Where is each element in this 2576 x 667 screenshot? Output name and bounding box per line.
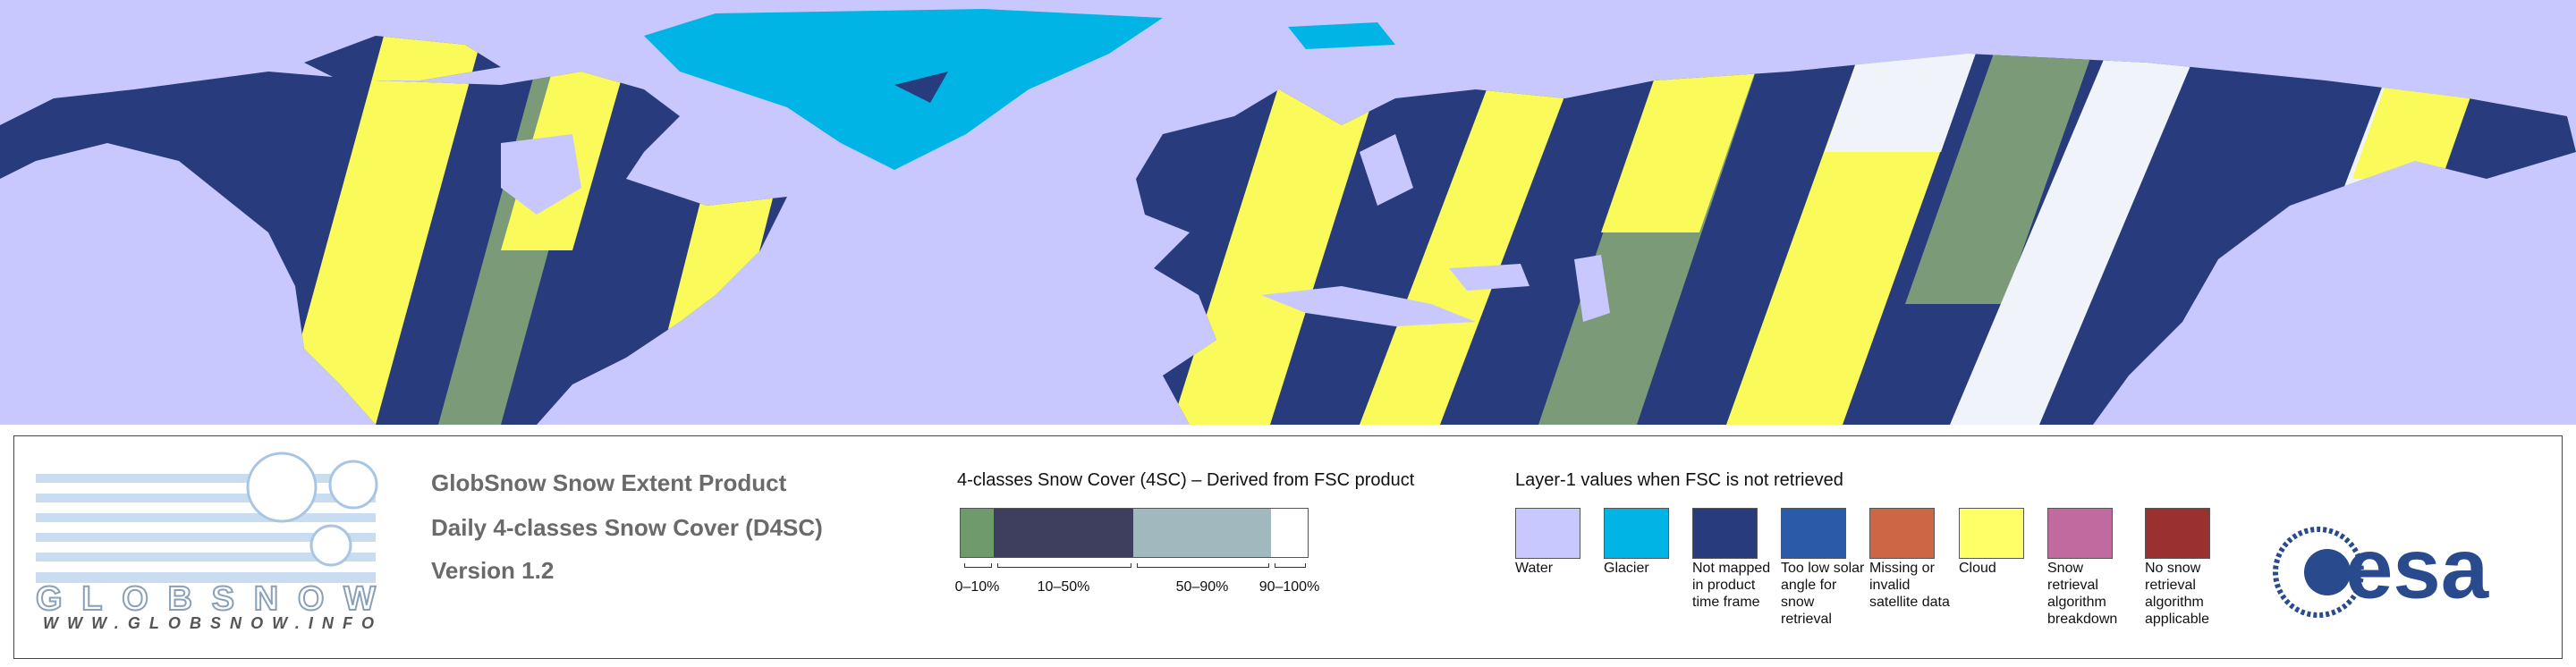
four-class-title: 4-classes Snow Cover (4SC) – Derived fro…	[957, 470, 1415, 490]
logo-brand: GLOBSNOW	[36, 580, 376, 618]
class-bracket	[997, 563, 1131, 568]
layer1-swatch	[1781, 508, 1846, 559]
layer1-label: No snow retrieval algorithm applicable	[2145, 561, 2210, 627]
stripe	[1950, 36, 2218, 425]
class-swatch	[994, 509, 1133, 557]
layer1-label: Cloud	[1959, 561, 1996, 576]
layer1-swatch	[1959, 508, 2024, 559]
logo-band	[36, 494, 376, 502]
mediterranean	[1261, 286, 1476, 326]
class-swatch	[1271, 509, 1308, 557]
hudson-bay	[501, 134, 581, 215]
layer1-label: Glacier	[1604, 561, 1649, 576]
layer1-label: Too low solar angle for snow retrieval	[1781, 561, 1865, 627]
layer1-swatch	[2145, 508, 2210, 559]
caspian	[1574, 255, 1610, 322]
esa-name: esa	[2345, 523, 2489, 616]
logo-band	[36, 553, 376, 561]
layer1-swatch	[1692, 508, 1758, 559]
layer1-label: Snow retrieval algorithm breakdown	[2047, 561, 2118, 627]
class-label: 50–90%	[1175, 579, 1229, 595]
logo-band	[36, 533, 376, 542]
layer1-swatch	[1515, 508, 1580, 559]
greenland-interior	[894, 72, 948, 103]
logo-band	[36, 474, 376, 483]
product-version: Version 1.2	[431, 557, 555, 584]
esa-logo: esa	[2273, 523, 2489, 618]
esa-emblem	[2273, 527, 2364, 618]
globsnow-logo: GLOBSNOW WWW.GLOBSNOW.INFO	[36, 452, 378, 632]
stripe	[277, 36, 492, 425]
layer1-swatch	[1604, 508, 1669, 559]
four-class-bar	[960, 508, 1309, 558]
class-bracket	[1137, 563, 1269, 568]
stripe	[1905, 36, 2111, 304]
snowflake	[246, 452, 318, 523]
legend-panel	[13, 435, 2563, 659]
esa-emblem-core	[2304, 549, 2351, 595]
class-bracket	[1275, 563, 1306, 568]
product-title: GlobSnow Snow Extent Product	[431, 469, 787, 496]
snowflake	[328, 460, 378, 510]
layer1-label: Missing or invalid satellite data	[1869, 561, 1950, 610]
layer1-label: Not mapped in product time frame	[1692, 561, 1771, 610]
layer1-swatch	[2047, 508, 2113, 559]
layer1-swatch	[1869, 508, 1935, 559]
class-label: 0–10%	[954, 579, 1000, 595]
black-sea	[1449, 264, 1530, 291]
baltic	[1360, 134, 1413, 206]
product-subtitle: Daily 4-classes Snow Cover (D4SC)	[431, 514, 823, 541]
class-label: 90–100%	[1258, 579, 1320, 595]
logo-band	[36, 513, 376, 522]
logo-band	[36, 572, 376, 583]
layer1-title: Layer-1 values when FSC is not retrieved	[1515, 470, 1843, 490]
class-swatch	[961, 509, 994, 557]
class-bracket	[964, 563, 992, 568]
logo-url: WWW.GLOBSNOW.INFO	[43, 614, 374, 632]
layer1-label: Water	[1515, 561, 1554, 576]
snowflake	[309, 524, 352, 567]
class-label: 10–50%	[1037, 579, 1090, 595]
map	[0, 0, 2576, 425]
svalbard	[1288, 22, 1395, 49]
class-swatch	[1133, 509, 1271, 557]
